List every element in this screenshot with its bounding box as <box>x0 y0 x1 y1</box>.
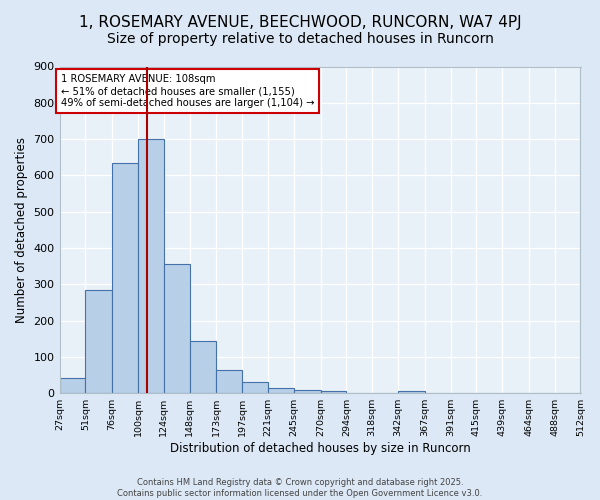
Y-axis label: Number of detached properties: Number of detached properties <box>15 137 28 323</box>
Bar <box>190 342 217 393</box>
Bar <box>242 382 268 393</box>
Bar <box>164 264 190 393</box>
Bar <box>268 388 294 393</box>
Text: 1, ROSEMARY AVENUE, BEECHWOOD, RUNCORN, WA7 4PJ: 1, ROSEMARY AVENUE, BEECHWOOD, RUNCORN, … <box>79 15 521 30</box>
Bar <box>294 390 320 393</box>
Text: 1 ROSEMARY AVENUE: 108sqm
← 51% of detached houses are smaller (1,155)
49% of se: 1 ROSEMARY AVENUE: 108sqm ← 51% of detac… <box>61 74 314 108</box>
Bar <box>138 139 164 393</box>
Bar <box>398 390 425 393</box>
Bar <box>217 370 242 393</box>
Text: Size of property relative to detached houses in Runcorn: Size of property relative to detached ho… <box>107 32 493 46</box>
Bar <box>320 392 346 393</box>
Bar <box>112 164 138 393</box>
Bar <box>59 378 85 393</box>
Bar <box>85 290 112 393</box>
X-axis label: Distribution of detached houses by size in Runcorn: Distribution of detached houses by size … <box>170 442 470 455</box>
Text: Contains HM Land Registry data © Crown copyright and database right 2025.
Contai: Contains HM Land Registry data © Crown c… <box>118 478 482 498</box>
